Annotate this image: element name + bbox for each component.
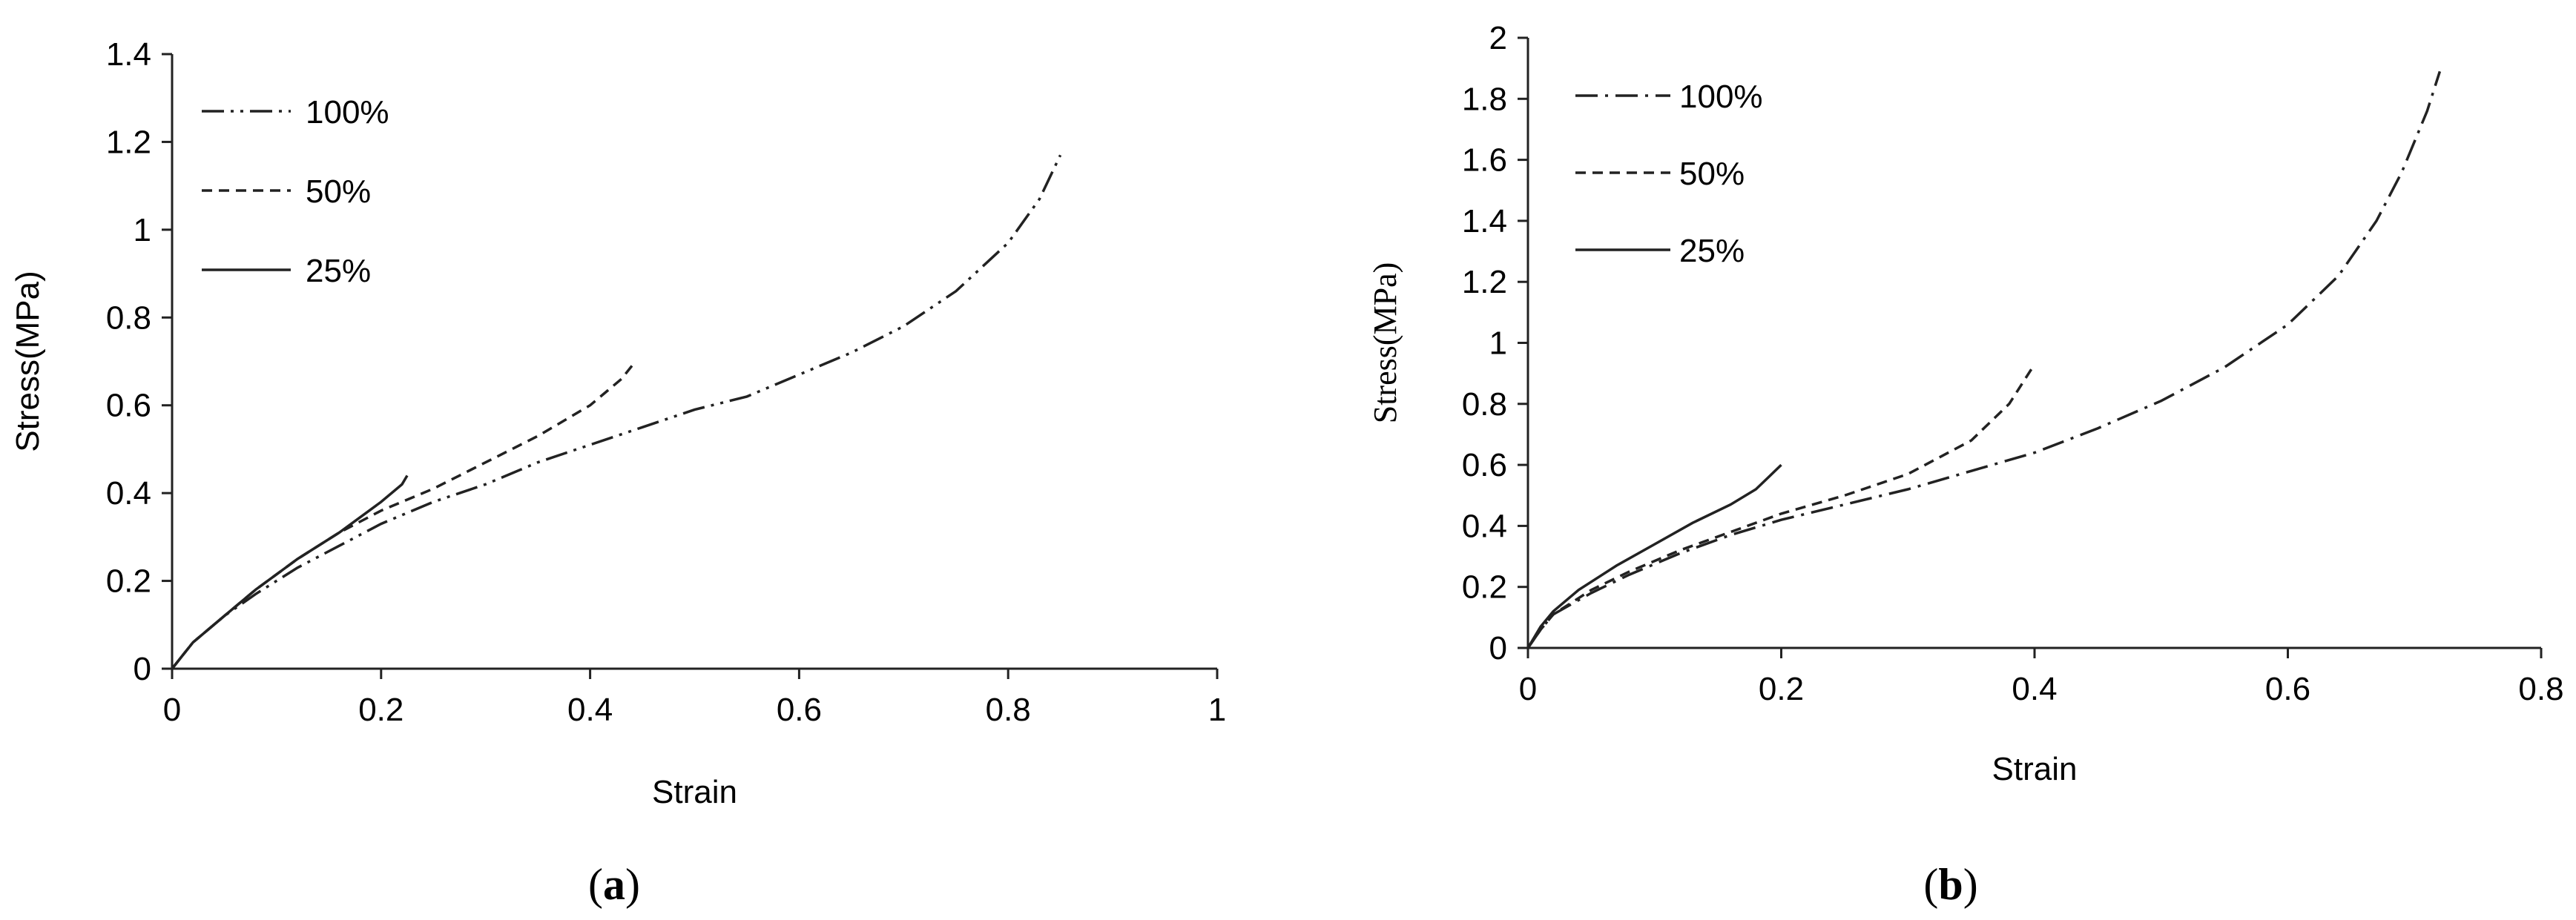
y-tick-label: 1.2 bbox=[1462, 264, 1507, 300]
x-tick-label: 0 bbox=[163, 692, 181, 728]
x-tick-label: 0 bbox=[1519, 671, 1537, 707]
y-tick-label: 0.6 bbox=[106, 388, 151, 424]
panel-letter: b bbox=[1938, 860, 1963, 909]
y-tick-label: 0 bbox=[1489, 630, 1507, 666]
legend-label: 100% bbox=[1679, 79, 1763, 115]
x-tick-label: 0.4 bbox=[567, 692, 613, 728]
panel-label: (b) bbox=[1923, 860, 1977, 909]
y-tick-label: 1.8 bbox=[1462, 81, 1507, 117]
chart-panel-b: 0 0.2 0.4 0.6 0.8 1 1.2 1.4 1.6 1.8 2 0 0.2 0.4 0.6 0.8… bbox=[1367, 20, 2564, 909]
legend-label: 50% bbox=[1679, 156, 1745, 192]
y-tick-label: 1.2 bbox=[106, 124, 151, 160]
x-axis-title: Strain bbox=[1992, 751, 2078, 787]
x-tick-label: 0.6 bbox=[2265, 671, 2310, 707]
y-tick-label: 1 bbox=[1489, 325, 1507, 362]
x-tick-label: 1 bbox=[1208, 692, 1226, 728]
y-tick-label: 1 bbox=[134, 212, 151, 248]
x-tick-label: 0.6 bbox=[777, 692, 822, 728]
legend-label: 25% bbox=[306, 253, 371, 289]
y-axis-title: Stress(MPa) bbox=[1367, 262, 1403, 424]
x-tick-label: 0.2 bbox=[1759, 671, 1804, 707]
chart-panel-a: 0 0.2 0.4 0.6 0.8 1 1.2 1.4 0 0.2 0.4 0.6 0.8 1 Strain… bbox=[10, 36, 1226, 909]
y-tick-label: 0.2 bbox=[106, 563, 151, 600]
y-tick-label: 0.8 bbox=[1462, 386, 1507, 423]
series-line-100pct bbox=[171, 154, 1062, 670]
y-tick-label: 0.2 bbox=[1462, 569, 1507, 606]
panel-letter: a bbox=[603, 860, 625, 909]
series-line-25pct bbox=[171, 474, 409, 670]
x-tick-label: 0.4 bbox=[2012, 671, 2057, 707]
y-tick-label: 0.8 bbox=[106, 300, 151, 336]
y-tick-label: 1.4 bbox=[106, 36, 151, 73]
legend: 100% 50% 25% bbox=[1575, 79, 1763, 269]
x-tick-label: 0.8 bbox=[986, 692, 1031, 728]
legend-label: 25% bbox=[1679, 233, 1745, 269]
legend-label: 50% bbox=[306, 173, 371, 210]
series-line-100pct bbox=[1526, 70, 2442, 649]
x-tick-label: 0.8 bbox=[2518, 671, 2563, 707]
series-line-50pct bbox=[171, 365, 633, 670]
y-tick-label: 0.4 bbox=[1462, 508, 1507, 544]
x-axis-title: Strain bbox=[652, 774, 737, 810]
y-tick-label: 2 bbox=[1489, 20, 1507, 56]
y-axis-title: Stress(MPa) bbox=[10, 271, 46, 451]
legend-label: 100% bbox=[306, 94, 389, 130]
y-tick-label: 0.4 bbox=[106, 475, 151, 512]
series-line-50pct bbox=[1526, 363, 2036, 649]
series-line-25pct bbox=[1526, 463, 1782, 649]
x-tick-label: 0.2 bbox=[358, 692, 403, 728]
y-tick-label: 0.6 bbox=[1462, 447, 1507, 483]
y-tick-label: 1.6 bbox=[1462, 142, 1507, 179]
y-tick-label: 1.4 bbox=[1462, 203, 1507, 239]
panel-label: (a) bbox=[588, 860, 640, 909]
y-tick-label: 0 bbox=[134, 651, 151, 687]
legend: 100% 50% 25% bbox=[202, 94, 389, 289]
